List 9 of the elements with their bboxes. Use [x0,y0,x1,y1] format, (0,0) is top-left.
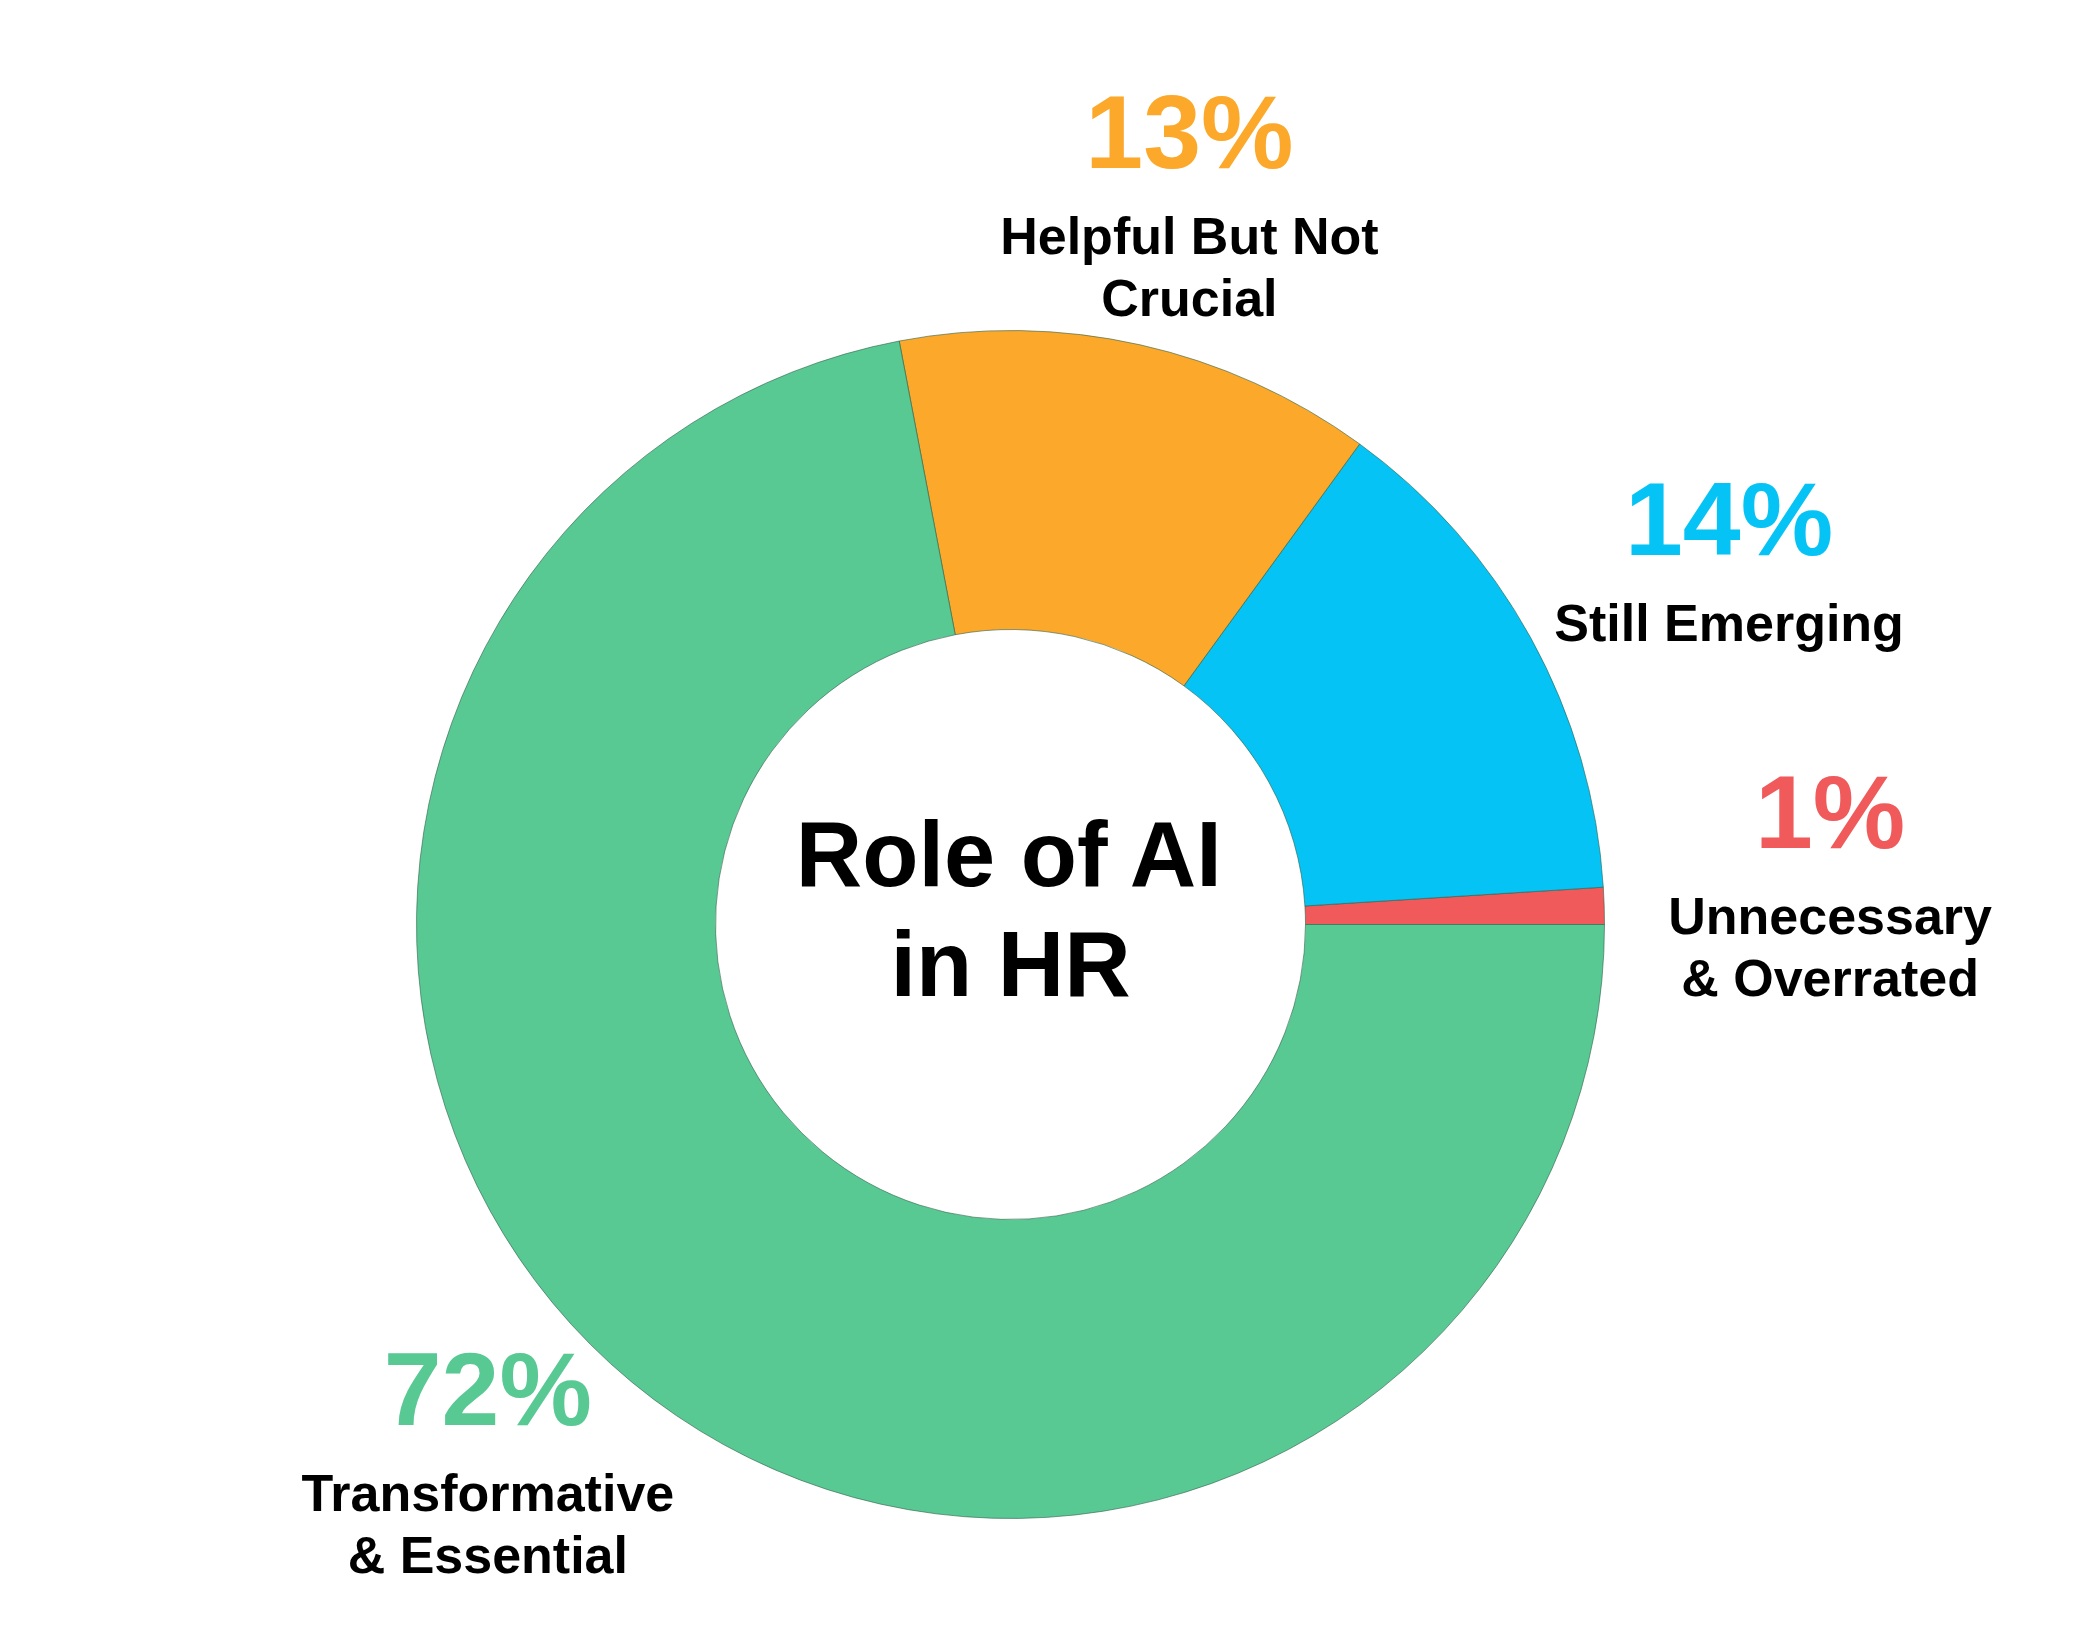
data-label: 72% [383,1331,592,1448]
data-label: 14% [1625,460,1834,577]
text: Role of AI in HR [795,802,1222,1015]
data-label: 1% [1754,753,1906,870]
slice-label: Unnecessary & Overrated [1668,886,1993,1007]
slice-label: Still Emerging [1554,593,1904,652]
slice-label: Transformative & Essential [301,1464,675,1585]
data-label: 13% [1085,73,1294,190]
slice-label: Helpful But Not Crucial [1000,206,1379,327]
